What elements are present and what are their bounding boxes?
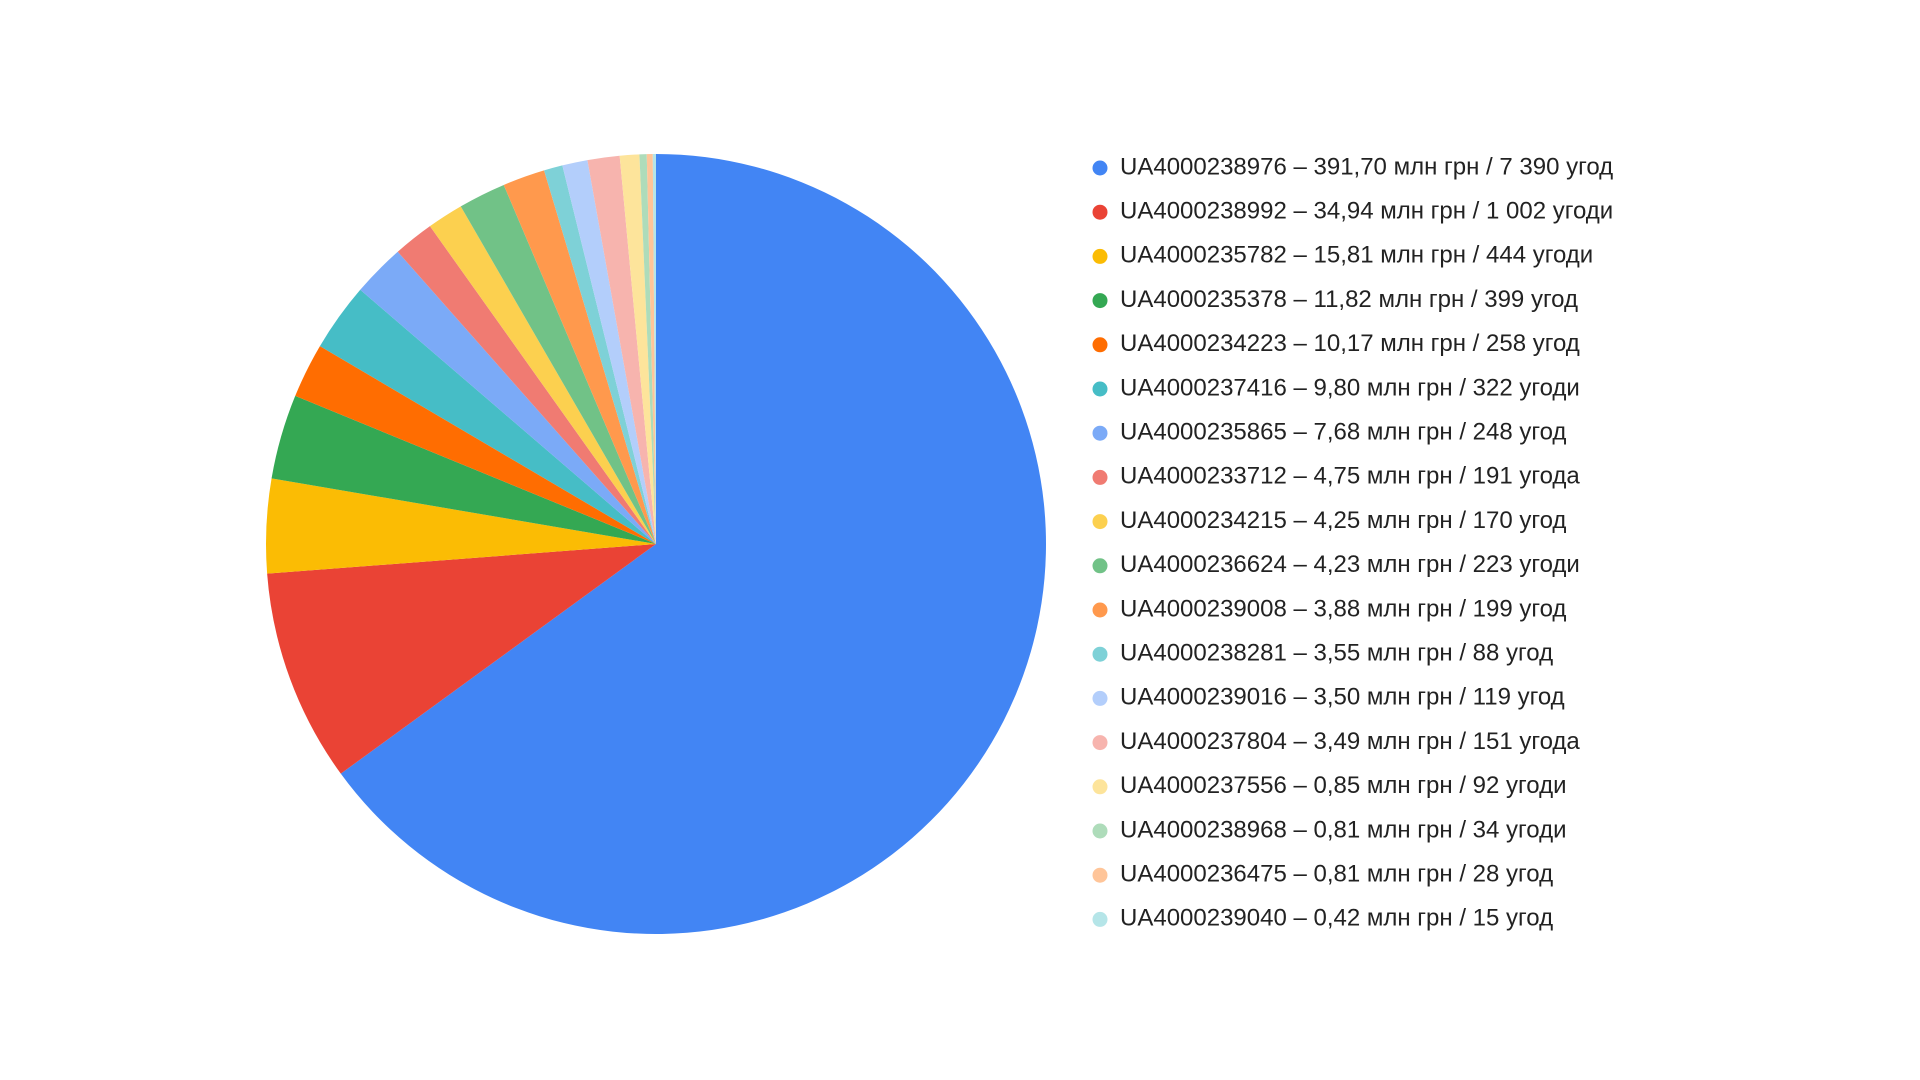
pie-slice (503, 170, 656, 545)
legend-marker (1092, 469, 1108, 485)
legend-label: UA4000237804 – 3,49 млн грн / 151 угода (1120, 728, 1580, 755)
pie-slice (652, 154, 656, 544)
legend-label: UA4000233712 – 4,75 млн грн / 191 угода (1120, 463, 1580, 490)
legend-marker (1092, 690, 1108, 706)
legend-label: UA4000237556 – 0,85 млн грн / 92 угоди (1120, 772, 1566, 799)
legend-marker (1092, 337, 1108, 353)
legend-label: UA4000235865 – 7,68 млн грн / 248 угод (1120, 419, 1566, 446)
legend-marker (1092, 602, 1108, 618)
legend-marker (1092, 646, 1108, 662)
pie-slice (319, 289, 656, 544)
legend-marker (1092, 248, 1108, 264)
legend-marker (1092, 779, 1108, 795)
legend-label: UA4000234215 – 4,25 млн грн / 170 угод (1120, 507, 1566, 534)
legend-marker (1092, 381, 1108, 397)
legend-marker (1092, 911, 1108, 927)
legend-label: UA4000239016 – 3,50 млн грн / 119 угод (1120, 684, 1565, 711)
pie-slice (639, 154, 656, 544)
pie-slice (267, 544, 656, 774)
pie-slice (360, 251, 656, 544)
pie-slice (340, 154, 1046, 934)
legend-label: UA4000235378 – 11,82 млн грн / 399 угод (1120, 286, 1578, 313)
legend-label: UA4000238992 – 34,94 млн грн / 1 002 уго… (1120, 198, 1613, 225)
pie-slice (397, 226, 656, 544)
legend-label: UA4000235782 – 15,81 млн грн / 444 угоди (1120, 242, 1593, 269)
pie-slice (295, 346, 656, 544)
legend-label: UA4000239008 – 3,88 млн грн / 199 угод (1120, 595, 1566, 622)
legend-label: UA4000238968 – 0,81 млн грн / 34 угоди (1120, 816, 1566, 843)
legend-marker (1092, 823, 1108, 839)
legend-marker (1092, 514, 1108, 530)
legend-label: UA4000238281 – 3,55 млн грн / 88 угод (1120, 640, 1553, 667)
legend-marker (1092, 867, 1108, 883)
pie-slice (562, 160, 656, 544)
legend-marker (1092, 425, 1108, 441)
legend-marker (1092, 204, 1108, 220)
pie-slice (544, 165, 656, 545)
legend-label: UA4000236475 – 0,81 млн грн / 28 угод (1120, 861, 1553, 888)
pie-slice (429, 206, 656, 545)
pie-slice (587, 155, 656, 544)
legend-label: UA4000236624 – 4,23 млн грн / 223 угоди (1120, 551, 1580, 578)
legend-marker (1092, 558, 1108, 574)
pie-slice (619, 154, 656, 544)
legend-marker (1092, 160, 1108, 176)
legend-label: UA4000238976 – 391,70 млн грн / 7 390 уг… (1120, 153, 1613, 180)
pie-slice (266, 478, 656, 574)
legend-label: UA4000239040 – 0,42 млн грн / 15 угод (1120, 905, 1553, 932)
pie-slice (271, 395, 656, 544)
legend-marker (1092, 293, 1108, 309)
legend-marker (1092, 735, 1108, 751)
pie-slice (460, 184, 656, 545)
legend-label: UA4000234223 – 10,17 млн грн / 258 угод (1120, 330, 1580, 357)
legend-label: UA4000237416 – 9,80 млн грн / 322 угоди (1120, 374, 1580, 401)
pie-slice (646, 154, 656, 544)
